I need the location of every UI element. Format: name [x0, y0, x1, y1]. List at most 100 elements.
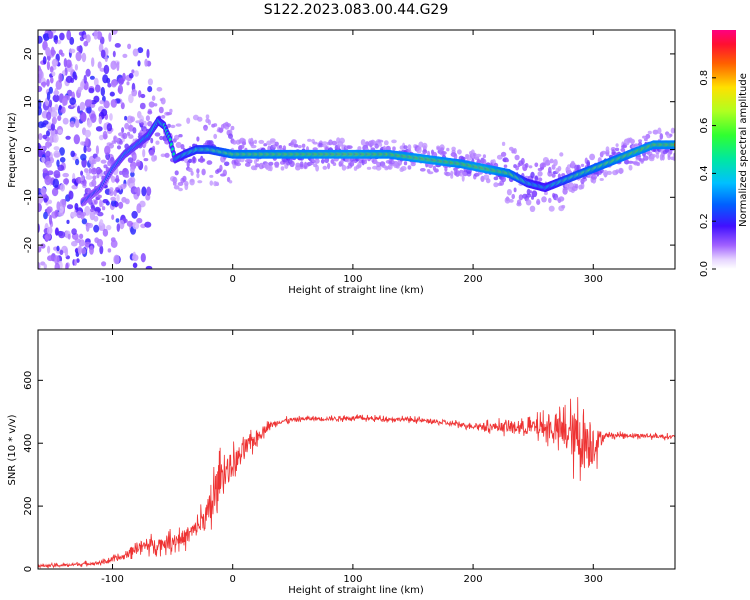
spectrogram-halo-blob [91, 159, 97, 165]
spectrogram-halo-blob [197, 116, 203, 122]
spectrogram-halo-blob [670, 127, 675, 134]
spectrogram-noise-blob [58, 206, 64, 213]
colorbar-tick-label: 0.8 [699, 70, 710, 86]
spectrogram-image [38, 30, 675, 269]
spectrogram-halo-blob [493, 182, 499, 188]
colorbar-tick-label: 0.0 [699, 261, 710, 277]
spectrogram-halo-blob [132, 154, 137, 160]
spectrogram-noise-blob [93, 30, 98, 40]
colorbar-ticks: 0.0 0.2 0.4 0.6 0.8 [699, 70, 716, 277]
spectrogram-halo-blob [457, 149, 462, 155]
spectrogram-halo-blob [441, 151, 447, 155]
spectrogram-halo-blob [187, 167, 193, 173]
spectrogram-halo-blob [460, 156, 466, 161]
spectrogram-noise-blob [38, 142, 41, 150]
spectrogram-halo-blob [180, 144, 185, 150]
spectrogram-halo-blob [548, 166, 552, 174]
spectrogram-halo-blob [175, 123, 182, 127]
spectrogram-halo-blob [224, 161, 230, 167]
spectrogram-halo-blob [255, 163, 260, 168]
spectrogram-halo-blob [459, 169, 464, 173]
spectrogram-halo-blob [130, 116, 135, 123]
spectrogram-noise-blob [103, 64, 110, 75]
spectrogram-noise-blob [74, 74, 78, 81]
spectrogram-halo-blob [244, 162, 251, 167]
spectrogram-halo-blob [630, 139, 635, 145]
spectrogram-noise-blob [109, 91, 115, 97]
spectrogram-halo-blob [160, 153, 166, 158]
spectrogram-noise-blob [38, 106, 42, 116]
spectrogram-halo-blob [357, 161, 362, 169]
spectrogram-noise-blob [51, 58, 59, 67]
spectrogram-halo-blob [307, 138, 312, 142]
spectrogram-noise-blob [62, 117, 69, 125]
spectrogram-halo-blob [633, 143, 640, 147]
spectrogram-noise-blob [93, 224, 100, 233]
spectrogram-halo-blob [659, 133, 664, 140]
spectrogram-halo-blob [520, 157, 525, 165]
spectrogram-halo-blob [638, 139, 643, 143]
spectrogram-noise-blob [103, 100, 110, 109]
x-tick-label: 300 [584, 274, 603, 285]
spectrogram-noise-blob [90, 113, 97, 123]
spectrogram-halo-blob [669, 133, 673, 137]
spectrogram-y-label: Frequency (Hz) [7, 112, 18, 188]
spectrogram-halo-blob [580, 163, 585, 167]
spectrogram-noise-blob [45, 161, 52, 168]
spectrogram-halo-blob [188, 158, 193, 163]
spectrogram-noise-blob [110, 79, 117, 88]
spectrogram-halo-blob [450, 173, 454, 179]
spectrogram-noise-blob [147, 86, 153, 93]
spectrogram-halo-blob [127, 157, 134, 164]
spectrogram-noise-blob [144, 221, 152, 228]
spectrogram-halo-blob [516, 199, 522, 205]
spectrogram-halo-blob [150, 137, 154, 144]
spectrogram-noise-blob [54, 255, 60, 265]
spectrogram-noise-blob [127, 43, 132, 50]
spectrogram-halo-blob [184, 183, 189, 191]
spectrogram-halo-blob [339, 137, 345, 144]
spectrogram-halo-blob [505, 159, 510, 163]
spectrogram-halo-blob [119, 170, 123, 175]
spectrogram-noise-blob [77, 245, 82, 255]
spectrogram-halo-blob [440, 147, 444, 152]
spectrogram-noise-blob [74, 64, 78, 71]
spectrogram-noise-blob [91, 57, 95, 67]
spectrogram-halo-blob [235, 162, 242, 167]
spectrogram-noise-blob [67, 233, 71, 240]
spectrogram-halo-blob [196, 136, 200, 142]
spectrogram-halo-blob [241, 141, 247, 146]
spectrogram-noise-blob [58, 104, 62, 110]
snr-frame [38, 330, 675, 569]
spectrogram-noise-blob [48, 214, 53, 225]
x-tick-label: -100 [101, 574, 124, 585]
spectrogram-noise-blob [43, 198, 48, 203]
spectrogram-noise-blob [83, 145, 87, 154]
spectrogram-halo-blob [422, 149, 428, 154]
spectrogram-noise-blob [94, 237, 100, 244]
spectrogram-halo-blob [620, 147, 626, 152]
spectrogram-noise-blob [146, 186, 152, 196]
spectrogram-noise-blob [113, 254, 120, 265]
spectrogram-noise-blob [53, 146, 60, 151]
spectrogram-noise-blob [50, 128, 56, 137]
spectrogram-noise-blob [46, 60, 51, 71]
spectrogram-noise-blob [60, 183, 65, 192]
spectrogram-noise-blob [46, 111, 52, 121]
spectrogram-halo-blob [135, 120, 142, 124]
spectrogram-noise-blob [54, 209, 59, 218]
spectrogram-noise-blob [144, 58, 148, 67]
spectrogram-noise-blob [140, 253, 146, 263]
spectrogram-halo-blob [534, 175, 539, 182]
spectrogram-halo-blob [652, 129, 659, 135]
spectrogram-halo-blob [407, 144, 412, 151]
spectrogram-noise-blob [132, 221, 140, 230]
spectrogram-noise-blob [111, 199, 117, 207]
spectrogram-noise-blob [137, 47, 144, 54]
spectrogram-halo-blob [202, 158, 206, 162]
spectrogram-noise-blob [38, 203, 42, 213]
spectrogram-halo-blob [537, 171, 543, 177]
snr-border [37, 329, 676, 570]
